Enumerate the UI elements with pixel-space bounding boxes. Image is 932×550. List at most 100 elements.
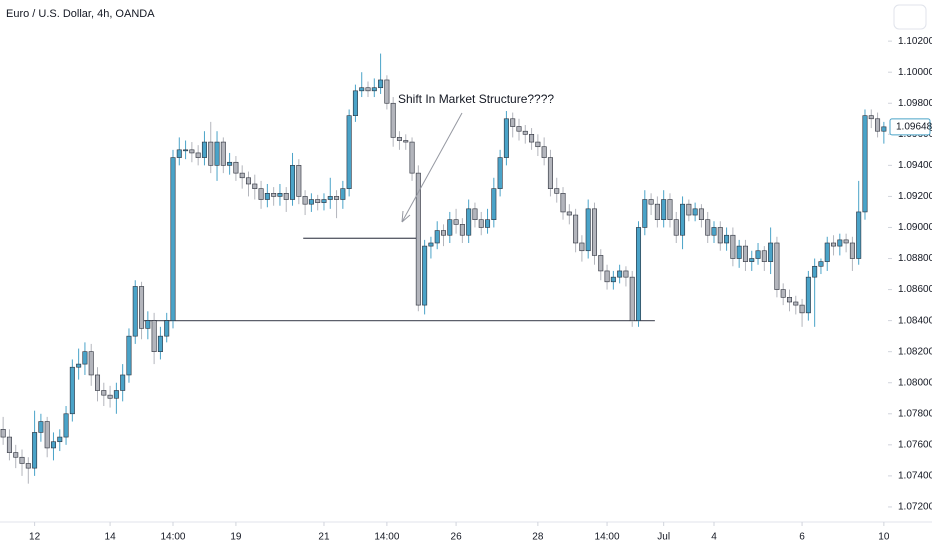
candle-body [107, 394, 113, 399]
candle-body [541, 146, 547, 158]
candle-body [95, 374, 101, 391]
candle-body [780, 289, 786, 298]
candle-body [724, 234, 730, 244]
candle-body [742, 245, 748, 262]
candle-body [485, 219, 491, 228]
candle-body [409, 141, 415, 174]
candle-body [434, 230, 440, 244]
y-tick-label: 1.08400 [898, 315, 932, 326]
candle-body [566, 211, 572, 216]
candle-body [881, 126, 887, 132]
candle-body [126, 335, 132, 376]
candle-body [365, 87, 371, 92]
candle-body [510, 118, 516, 127]
candle-body [0, 429, 6, 438]
candle-body [768, 242, 774, 262]
candle-body [19, 456, 25, 464]
x-tick-label: Jul [657, 532, 670, 543]
candle-body [598, 255, 604, 272]
candle-body [296, 165, 302, 197]
y-tick-label: 1.10200 [898, 36, 932, 47]
candle-body [535, 141, 541, 148]
candle-body [591, 208, 597, 256]
candle-body [290, 165, 296, 200]
candle-body [440, 230, 447, 236]
annotation-arrow [401, 112, 463, 223]
chart-title: Euro / U.S. Dollar, 4h, OANDA [6, 8, 155, 20]
candle-body [176, 149, 182, 158]
candle-body [252, 183, 258, 189]
x-tick-label: 26 [451, 532, 463, 543]
candle-body [560, 193, 566, 213]
x-tick-label: 21 [318, 532, 330, 543]
candle-body [717, 227, 723, 244]
candle-body [189, 149, 195, 154]
arrow-head [401, 210, 411, 223]
candle-body [491, 188, 497, 220]
candle-body [378, 79, 384, 89]
candle-body [503, 118, 509, 158]
candle-body [686, 203, 692, 216]
candle-body [818, 261, 824, 267]
last-price-label: 1.09648 [896, 121, 932, 132]
candle-body [69, 366, 75, 415]
candle-body [214, 141, 220, 166]
candle-body [516, 126, 522, 132]
toolbar-button[interactable] [893, 4, 927, 30]
x-tick-label: 14:00 [374, 532, 399, 543]
candle-body [201, 141, 207, 158]
candle-body [705, 219, 711, 236]
candle-body [680, 203, 686, 236]
candle-body [415, 172, 421, 306]
candle-body [661, 199, 667, 220]
y-tick-label: 1.09000 [898, 222, 932, 233]
candle-body [610, 276, 616, 283]
candle-body [308, 199, 314, 205]
candle-body [321, 199, 327, 203]
candle-body [264, 193, 270, 200]
candle-body [170, 157, 176, 321]
y-tick-label: 1.07200 [898, 502, 932, 513]
y-tick-label: 1.08600 [898, 284, 932, 295]
candle-body [352, 90, 358, 116]
candle-body [25, 463, 31, 469]
candle-body [711, 227, 717, 236]
candle-body [478, 219, 484, 228]
candle-body [856, 211, 862, 259]
candle-body [113, 390, 119, 399]
candle-body [44, 421, 50, 449]
candle-body [453, 219, 459, 225]
last-price-box [889, 118, 931, 136]
candle-body [57, 436, 63, 443]
candle-body [812, 265, 818, 278]
y-tick-label: 1.09400 [898, 160, 932, 171]
x-tick-label: 14:00 [595, 532, 620, 543]
candle-body [88, 351, 94, 376]
candle-body [636, 227, 642, 321]
candle-body [604, 270, 610, 283]
candle-body [629, 276, 635, 321]
candle-body [76, 363, 82, 368]
annotation: Shift In Market Structure???? [398, 92, 554, 106]
candle-body [786, 297, 792, 303]
candle-body [327, 196, 333, 200]
candle-body [233, 161, 239, 174]
candle-body [459, 224, 465, 236]
x-tick-label: 19 [230, 532, 242, 543]
candle-body [529, 134, 535, 143]
candle-body [554, 188, 560, 194]
candle-body [208, 141, 214, 166]
candle-body [849, 242, 855, 259]
candle-body [271, 193, 277, 197]
candle-body [667, 199, 673, 220]
candle-body [120, 374, 126, 391]
candle-body [220, 141, 226, 166]
candle-body [447, 219, 453, 236]
candle-body [101, 390, 107, 396]
candle-body [673, 219, 679, 236]
candle-body [145, 320, 151, 329]
candle-body [654, 203, 660, 220]
candle-body [466, 208, 472, 236]
candle-body [227, 161, 233, 166]
